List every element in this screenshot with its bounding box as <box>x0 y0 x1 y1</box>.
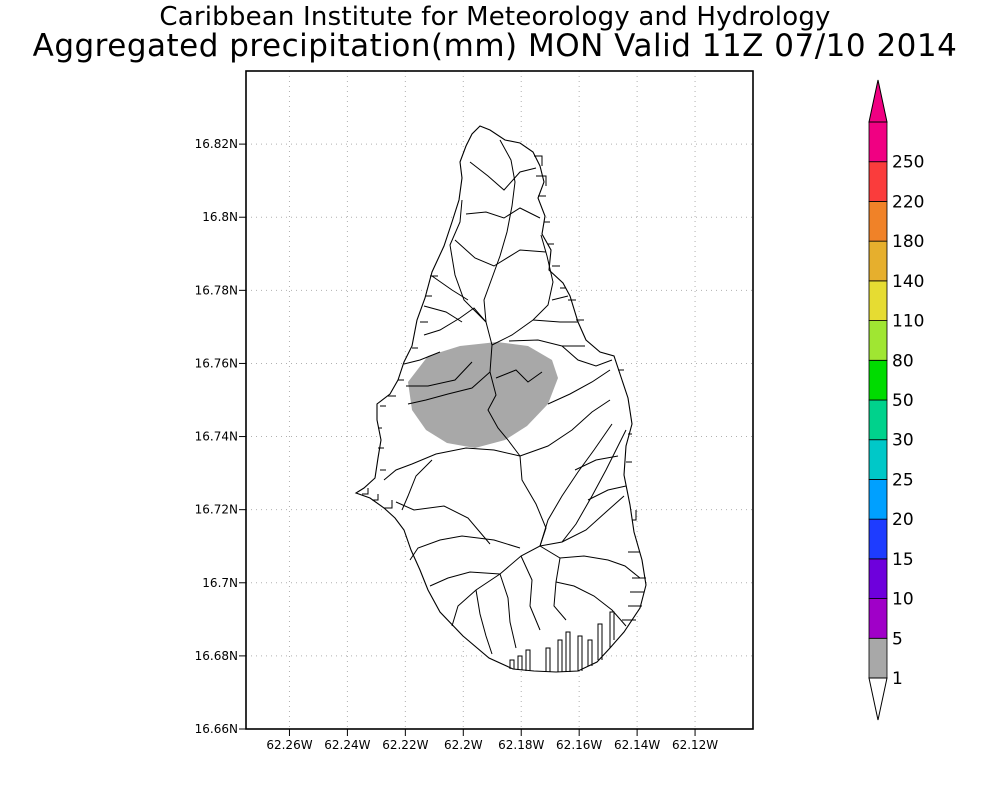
colorbar-level-label: 30 <box>892 431 914 451</box>
colorbar-low-arrow <box>868 677 888 721</box>
colorbar-swatch <box>868 240 888 282</box>
colorbar-swatch <box>868 598 888 639</box>
colorbar-swatch <box>868 479 888 520</box>
colorbar-swatch <box>868 518 888 560</box>
lat-tick-label: 16.76N <box>195 356 238 370</box>
colorbar-level-label: 5 <box>892 629 903 649</box>
lat-tick-label: 16.8N <box>202 210 238 224</box>
colorbar-level-label: 180 <box>892 232 924 252</box>
colorbar-level-label: 220 <box>892 192 924 212</box>
colorbar-level-label: 80 <box>892 351 914 371</box>
colorbar-level-label: 25 <box>892 470 914 490</box>
lat-tick-label: 16.78N <box>195 283 238 297</box>
colorbar-swatch <box>868 320 888 361</box>
colorbar-high-arrow <box>868 79 888 123</box>
title-line-1: Caribbean Institute for Meteorology and … <box>159 2 831 32</box>
colorbar-swatch <box>868 637 888 679</box>
colorbar-swatch <box>868 121 888 163</box>
lon-tick-label: 62.24W <box>324 738 370 752</box>
coastal-stream-outlets <box>362 155 646 672</box>
colorbar-level-label: 140 <box>892 272 924 292</box>
lat-tick-label: 16.74N <box>195 430 238 444</box>
precipitation-area <box>408 342 558 448</box>
colorbar-swatch <box>868 280 888 321</box>
title-line-2: Aggregated precipitation(mm) MON Valid 1… <box>32 28 958 64</box>
lon-tick-label: 62.12W <box>672 738 718 752</box>
colorbar-swatch <box>868 558 888 599</box>
colorbar-level-label: 20 <box>892 510 914 530</box>
lat-tick-label: 16.7N <box>202 576 238 590</box>
colorbar-level-label: 250 <box>892 153 924 173</box>
lon-tick-label: 62.26W <box>266 738 312 752</box>
lon-tick-label: 62.2W <box>444 738 483 752</box>
colorbar-level-label: 1 <box>892 669 903 689</box>
colorbar-swatch <box>868 359 888 401</box>
colorbar-swatch <box>868 201 888 242</box>
map-frame <box>245 70 754 730</box>
lon-tick-label: 62.14W <box>614 738 660 752</box>
lon-tick-label: 62.18W <box>498 738 544 752</box>
colorbar-level-label: 110 <box>892 312 924 332</box>
lat-tick-label: 16.68N <box>195 649 238 663</box>
colorbar-swatch <box>868 399 888 441</box>
colorbar-level-label: 15 <box>892 550 914 570</box>
colorbar-swatch <box>868 439 888 480</box>
lon-tick-label: 62.22W <box>382 738 428 752</box>
axis-ticks: 62.26W 62.24W 62.22W 62.2W 62.18W 62.16W 62.14… <box>195 137 719 752</box>
colorbar-swatch <box>868 161 888 202</box>
watershed-boundaries <box>383 139 641 655</box>
lat-tick-label: 16.82N <box>195 137 238 151</box>
island-montserrat <box>354 125 647 673</box>
lat-tick-label: 16.72N <box>195 503 238 517</box>
lat-tick-label: 16.66N <box>195 722 238 736</box>
lon-tick-label: 62.16W <box>556 738 602 752</box>
colorbar-level-label: 50 <box>892 391 914 411</box>
colorbar-level-label: 10 <box>892 590 914 610</box>
